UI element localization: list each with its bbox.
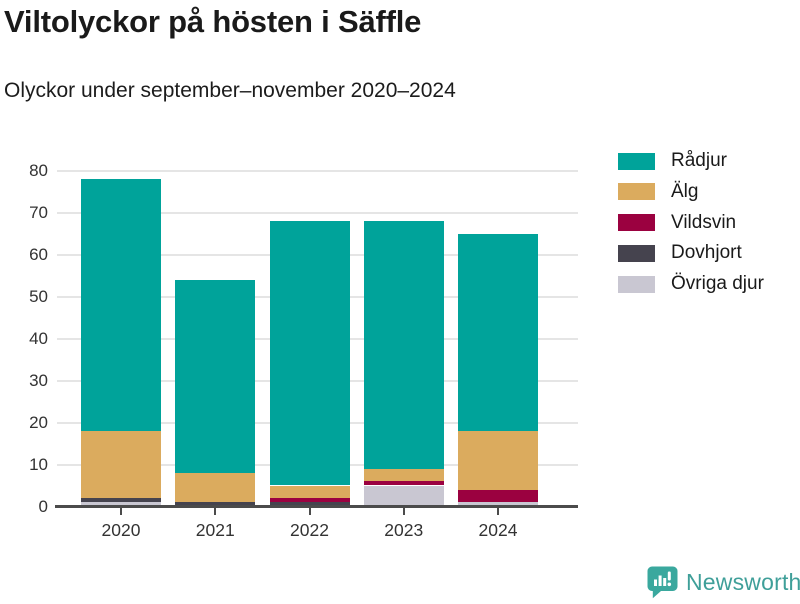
legend-item: Vildsvin	[618, 212, 736, 234]
x-axis-label: 2023	[384, 520, 424, 540]
y-axis-label: 0	[38, 496, 48, 516]
y-axis-label: 60	[29, 244, 48, 264]
legend-item: Dovhjort	[618, 242, 742, 264]
bar-segment	[175, 502, 256, 507]
newsworthy-logo-icon	[646, 565, 679, 599]
legend-label: Övriga djur	[671, 273, 764, 295]
bar-segment	[81, 502, 161, 507]
brand-name: Newsworthy	[686, 568, 800, 595]
page-subtitle: Olyckor under september–november 2020–20…	[4, 79, 456, 102]
bar-segment	[363, 481, 444, 486]
legend-label: Dovhjort	[671, 242, 742, 264]
y-axis-label: 10	[29, 454, 48, 474]
bar-segment	[175, 279, 256, 473]
bar-segment	[81, 178, 161, 431]
y-axis-label: 70	[29, 202, 48, 222]
bar-segment	[363, 468, 444, 482]
bar-segment	[363, 220, 444, 469]
bar-segment	[269, 485, 350, 499]
bar-segment	[363, 485, 444, 507]
bar-segment	[458, 502, 538, 507]
y-axis-label: 20	[29, 412, 48, 432]
legend-swatch	[618, 183, 655, 201]
bar-segment	[175, 472, 256, 503]
x-axis-tick	[497, 508, 499, 515]
x-axis-tick	[214, 508, 217, 515]
bar-segment	[458, 489, 538, 503]
legend-swatch	[618, 152, 655, 170]
bar-segment	[269, 502, 350, 507]
x-axis-label: 2021	[195, 520, 235, 540]
y-axis-label: 30	[29, 370, 48, 390]
x-axis-label: 2024	[478, 520, 518, 540]
x-axis-line	[55, 505, 578, 508]
bar-segment	[458, 233, 538, 431]
gridline-y70	[57, 211, 578, 214]
bar-segment	[269, 498, 350, 503]
y-axis-label: 80	[29, 160, 48, 180]
legend-swatch	[618, 214, 655, 232]
bar-segment	[81, 430, 161, 499]
y-axis-label: 40	[29, 328, 48, 348]
legend-item: Älg	[618, 181, 698, 203]
gridline-y80	[57, 169, 578, 172]
legend-item: Övriga djur	[618, 273, 764, 295]
legend-label: Rådjur	[671, 150, 727, 171]
bar-segment	[458, 430, 538, 490]
legend-swatch	[618, 244, 655, 262]
legend-item: Rådjur	[618, 150, 727, 172]
x-axis-tick	[120, 508, 122, 515]
legend-label: Vildsvin	[671, 211, 737, 233]
legend-label: Älg	[671, 180, 699, 202]
x-axis-tick	[402, 508, 405, 515]
bar-segment	[81, 498, 161, 503]
x-axis-label: 2022	[290, 520, 329, 540]
x-axis-label: 2020	[101, 520, 141, 540]
page-title: Viltolyckor på hösten i Säffle	[4, 4, 422, 39]
bar-segment	[269, 220, 350, 486]
y-axis-label: 50	[29, 286, 48, 306]
x-axis-tick	[308, 508, 311, 515]
legend-swatch	[618, 275, 655, 293]
brand-logo: Newsworthy	[646, 565, 800, 599]
